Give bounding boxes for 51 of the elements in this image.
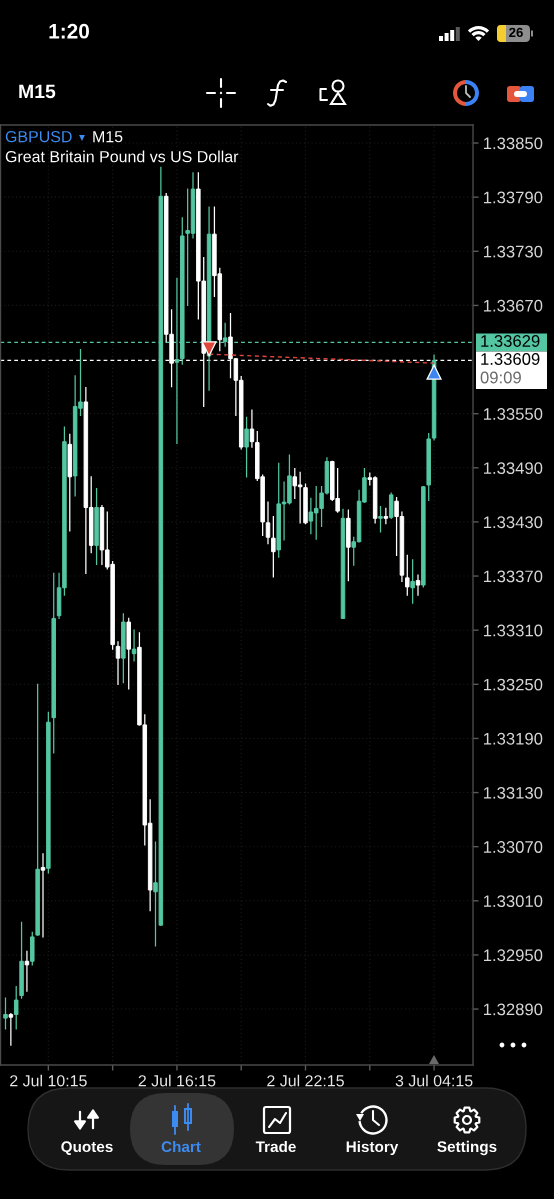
candlestick [410, 559, 415, 604]
candlestick [13, 985, 19, 1030]
text: 1:20 [49, 23, 89, 39]
text: Settings [437, 1140, 497, 1156]
chart-title: GBPUSD [5, 130, 72, 143]
y-tick-label: 1.33070 [483, 841, 543, 853]
candlestick [388, 492, 394, 519]
annotation: ▾ [79, 135, 85, 141]
x-tick-label: 2 Jul 10:15 [10, 1074, 87, 1087]
y-tick-label: 1.33430 [483, 516, 543, 529]
x-tick-label: 2 Jul 16:15 [138, 1074, 216, 1087]
candlestick [131, 629, 137, 662]
candlestick [40, 853, 46, 938]
y-tick-label: 1.33550 [483, 408, 543, 420]
ref-line-label: 1.33629 [481, 335, 540, 347]
y-tick-label: 1.33370 [483, 570, 543, 583]
x-tick-label: 2 Jul 22:15 [267, 1074, 344, 1087]
text: Trade [255, 1140, 296, 1153]
x-tick-label: 3 Jul 04:15 [395, 1074, 473, 1087]
text: History [346, 1140, 399, 1156]
text: 26 [509, 27, 523, 38]
y-tick-label: 1.33790 [483, 191, 543, 204]
text: M15 [19, 84, 56, 99]
text: Chart [161, 1140, 201, 1153]
candlestick [24, 950, 30, 992]
y-tick-label: 1.32890 [483, 1003, 543, 1016]
y-tick-label: 1.33490 [483, 462, 543, 475]
ref-line-label: 1.33609 [481, 353, 540, 365]
y-tick-label: 1.33250 [483, 678, 543, 691]
y-tick-label: 1.32950 [483, 949, 543, 962]
candlestick [244, 416, 249, 478]
annotation: M15 [93, 131, 123, 143]
candlestick [3, 997, 8, 1030]
candlestick [249, 409, 255, 448]
candlestick [378, 505, 383, 533]
candlestick [8, 1012, 14, 1046]
text: 09:09 [480, 371, 521, 384]
candlestick [405, 554, 410, 596]
y-tick-label: 1.33310 [483, 624, 543, 637]
candlestick [271, 515, 276, 578]
candlestick [383, 507, 389, 525]
candlestick [115, 641, 121, 685]
text: Quotes [61, 1141, 113, 1155]
y-tick-label: 1.33850 [483, 137, 543, 150]
y-tick-label: 1.33010 [483, 895, 543, 908]
y-tick-label: 1.33670 [483, 299, 543, 312]
y-tick-label: 1.33190 [483, 732, 543, 745]
candlestick [415, 574, 421, 596]
y-tick-label: 1.33130 [483, 786, 543, 799]
text: Great Britain Pound vs US Dollar [5, 150, 239, 163]
y-tick-label: 1.33730 [483, 245, 543, 258]
